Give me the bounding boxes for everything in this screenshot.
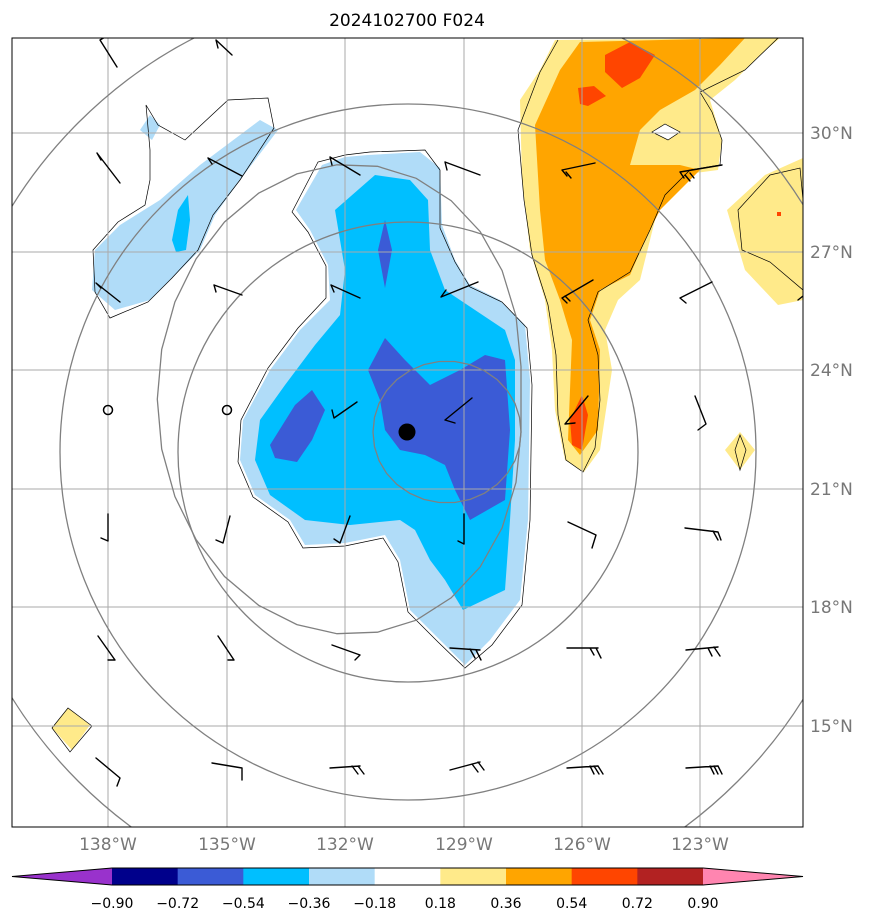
- negative-field-royal-blue: [270, 220, 510, 520]
- wind-barbs: [95, 38, 803, 787]
- colorbar-tick-label: −0.90: [91, 896, 134, 912]
- colorbar-segment: [440, 868, 507, 885]
- lat-label: 18°N: [810, 598, 853, 618]
- lat-label: 15°N: [810, 717, 853, 737]
- colorbar-segment: [177, 868, 244, 885]
- lat-label: 30°N: [810, 124, 853, 144]
- colorbar-tick-label: −0.72: [156, 896, 199, 912]
- lat-label: 21°N: [810, 480, 853, 500]
- colorbar-segment: [243, 868, 310, 885]
- lon-label: 123°W: [671, 835, 729, 855]
- calm-marker: [221, 404, 233, 416]
- lat-label: 24°N: [810, 361, 853, 381]
- storm-center-marker: [398, 423, 416, 441]
- colorbar: [11, 867, 804, 886]
- lon-label: 129°W: [435, 835, 493, 855]
- colorbar-segment: [12, 868, 112, 885]
- colorbar-segment: [571, 868, 638, 885]
- colorbar-tick-labels: −0.90 −0.72 −0.54 −0.36 −0.18 0.18 0.36 …: [91, 896, 719, 912]
- latitude-labels: 30°N 27°N 24°N 21°N 18°N 15°N: [810, 124, 853, 737]
- colorbar-outline: [11, 867, 804, 886]
- longitude-labels: 138°W 135°W 132°W 129°W 126°W 123°W: [79, 835, 729, 855]
- colorbar-segment: [112, 868, 179, 885]
- figure-title: 2024102700 F024: [329, 11, 485, 31]
- graticule: [12, 38, 803, 827]
- field-gap: [651, 123, 681, 141]
- colorbar-tick-label: 0.36: [490, 896, 521, 912]
- positive-field-orange: [535, 38, 745, 455]
- colorbar-tick-label: 0.90: [687, 896, 718, 912]
- colorbar-tick-label: 0.54: [556, 896, 587, 912]
- colorbar-tick-label: −0.54: [222, 896, 265, 912]
- colorbar-segment: [506, 868, 573, 885]
- colorbar-tick-label: −0.18: [353, 896, 396, 912]
- lon-label: 132°W: [316, 835, 374, 855]
- colorbar-segment: [703, 868, 803, 885]
- lon-label: 138°W: [79, 835, 137, 855]
- calm-marker: [102, 404, 114, 416]
- colorbar-tick-label: 0.18: [425, 896, 456, 912]
- lon-label: 126°W: [553, 835, 611, 855]
- lat-label: 27°N: [810, 243, 853, 263]
- colorbar-tick-label: 0.72: [622, 896, 653, 912]
- map-frame: [11, 37, 804, 828]
- lon-label: 135°W: [198, 835, 256, 855]
- colorbar-segment: [637, 868, 704, 885]
- colorbar-tick-label: −0.36: [288, 896, 331, 912]
- colorbar-segment: [309, 868, 376, 885]
- positive-field-red-orange: [570, 42, 781, 450]
- colorbar-segment: [374, 868, 441, 885]
